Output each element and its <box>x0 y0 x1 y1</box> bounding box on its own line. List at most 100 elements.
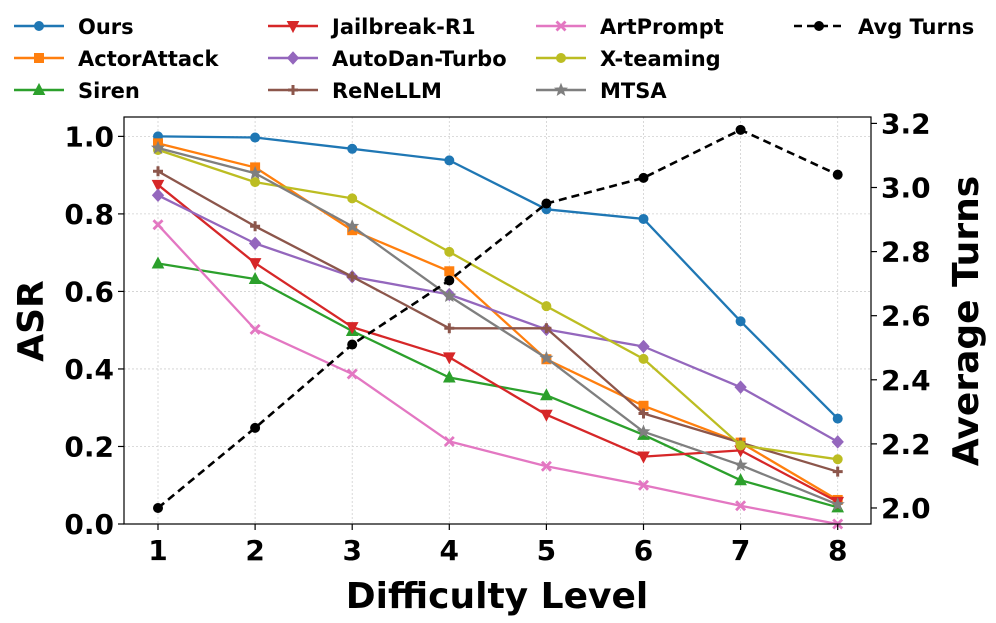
data-point <box>830 497 845 511</box>
x-tick-label: 5 <box>537 534 556 567</box>
data-point <box>541 323 552 334</box>
data-point <box>442 352 456 365</box>
plot-frame <box>123 116 872 525</box>
data-point <box>832 466 843 477</box>
x-tick-label: 8 <box>828 534 847 567</box>
data-point <box>541 198 552 209</box>
legend-item-x-teaming: X-teaming <box>536 47 721 71</box>
y-tick-label: 0.4 <box>64 353 114 386</box>
data-point <box>153 502 163 513</box>
data-point <box>638 172 649 183</box>
data-point <box>539 350 554 365</box>
data-point <box>442 288 457 303</box>
data-point <box>346 368 358 380</box>
legend-label: AutoDan-Turbo <box>332 47 507 71</box>
series-line <box>157 183 839 503</box>
legend-marker <box>32 82 46 95</box>
legend-label: MTSA <box>600 79 667 103</box>
legend-label: ActorAttack <box>78 47 219 71</box>
legend-marker <box>814 21 824 31</box>
data-point <box>150 140 166 154</box>
data-point <box>347 143 358 154</box>
data-point <box>250 221 261 232</box>
data-point <box>151 179 165 192</box>
data-point <box>444 155 455 166</box>
legend-item-ours: Ours <box>14 15 134 39</box>
legend-item-renellm: ReNeLLM <box>268 79 442 103</box>
data-point <box>153 166 163 177</box>
data-point <box>832 454 843 465</box>
data-point <box>637 451 650 464</box>
legend-label: Jailbreak-R1 <box>330 15 476 39</box>
legend-marker <box>34 21 44 31</box>
data-point <box>345 322 359 335</box>
x-tick-label: 6 <box>634 534 653 567</box>
data-point <box>444 323 455 334</box>
y-axis-right: 2.0 2.2 2.4 2.6 2.8 3.0 3.2 <box>871 107 931 525</box>
data-point <box>638 408 649 419</box>
legend-label: Ours <box>78 15 134 39</box>
series-line <box>157 128 839 510</box>
data-point <box>636 424 651 438</box>
legend-item-jailbreak-r1: Jailbreak-R1 <box>268 15 476 39</box>
series-line <box>157 135 839 420</box>
grid <box>124 117 871 525</box>
y2-tick-label: 2.8 <box>881 236 931 269</box>
legend-marker <box>286 51 300 65</box>
legend-item-autodan-turbo: AutoDan-Turbo <box>268 47 507 71</box>
data-point <box>347 339 358 350</box>
y-tick-label: 0.0 <box>64 508 114 541</box>
y-tick-label: 0.6 <box>64 275 114 308</box>
data-point <box>444 275 455 286</box>
legend-label: Avg Turns <box>858 15 974 39</box>
data-point <box>637 339 650 354</box>
y2-tick-label: 2.0 <box>881 492 931 525</box>
data-point <box>442 370 456 383</box>
series-layer <box>150 124 845 530</box>
data-point <box>444 266 455 277</box>
data-point <box>345 218 360 233</box>
y-tick-label: 0.8 <box>64 198 114 231</box>
data-point <box>248 258 262 271</box>
data-point <box>735 440 746 451</box>
data-point <box>248 165 263 180</box>
data-point <box>248 236 262 251</box>
legend-marker <box>286 21 300 34</box>
series-line <box>157 194 839 443</box>
x-tick-label: 2 <box>245 534 264 567</box>
legend-item-artprompt: ArtPrompt <box>536 15 724 39</box>
data-point <box>444 246 455 257</box>
data-point <box>540 388 553 401</box>
series-line <box>157 142 839 501</box>
legend-item-mtsa: MTSA <box>536 79 667 103</box>
data-point <box>151 256 165 269</box>
data-point <box>151 188 165 203</box>
data-point <box>638 213 649 224</box>
data-point <box>734 473 747 486</box>
legend-item-actorattack: ActorAttack <box>14 47 219 71</box>
x-tick-label: 4 <box>440 534 459 567</box>
series-line <box>157 148 838 461</box>
x-axis-title: Difficulty Level <box>346 576 648 617</box>
data-point <box>250 132 261 143</box>
data-point <box>735 124 746 135</box>
data-point <box>733 457 748 472</box>
x-tick-label: 7 <box>731 534 750 567</box>
data-point <box>832 169 843 180</box>
data-point <box>347 193 358 204</box>
data-point <box>638 479 649 491</box>
legend-marker <box>34 53 44 63</box>
y-tick-label: 1.0 <box>64 120 114 153</box>
legend-marker <box>288 85 298 95</box>
series-mtsa <box>150 140 845 511</box>
x-tick-label: 1 <box>148 534 167 567</box>
data-point <box>541 301 552 312</box>
data-point <box>735 500 747 512</box>
legend: Ours ActorAttack Siren Jailbreak-R1 AutoDan-… <box>14 15 974 103</box>
data-point <box>152 219 164 231</box>
data-point <box>347 271 358 282</box>
x-axis: 1 2 3 4 5 6 7 8 <box>148 524 847 567</box>
data-point <box>249 323 261 335</box>
y-tick-label: 0.2 <box>64 430 114 463</box>
